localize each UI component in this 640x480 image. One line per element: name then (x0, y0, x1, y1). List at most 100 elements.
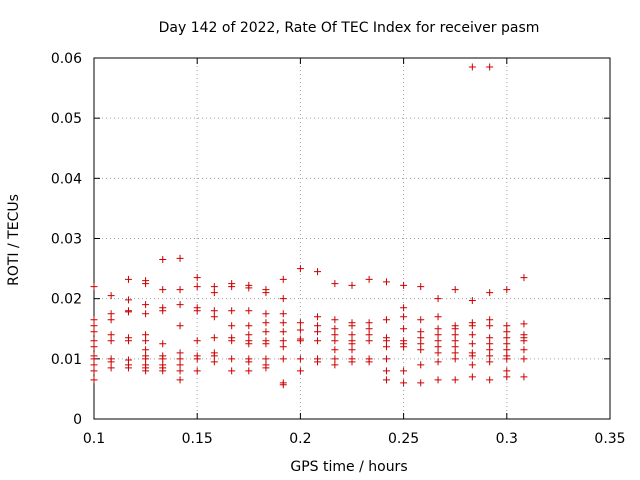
data-point (296, 355, 304, 363)
data-point (90, 376, 98, 384)
data-point (176, 361, 184, 369)
data-point (503, 334, 511, 342)
y-tick-label: 0.06 (51, 51, 82, 67)
data-point (210, 283, 218, 291)
data-point (262, 328, 270, 336)
data-point (142, 367, 150, 375)
data-point (279, 275, 287, 283)
data-point (296, 367, 304, 375)
data-point (400, 343, 408, 351)
data-point (228, 322, 236, 330)
data-point (279, 381, 287, 389)
data-point (382, 316, 390, 324)
data-point (176, 367, 184, 375)
data-point (365, 337, 373, 345)
data-point (382, 376, 390, 384)
data-point (159, 256, 167, 264)
data-point (90, 322, 98, 330)
data-point (193, 274, 201, 282)
data-point (193, 367, 201, 375)
data-point (142, 301, 150, 309)
data-point (365, 275, 373, 283)
data-point (417, 334, 425, 342)
data-point (468, 331, 476, 339)
data-point (228, 355, 236, 363)
data-point (124, 364, 132, 372)
data-point (228, 367, 236, 375)
data-point (468, 352, 476, 360)
data-point (159, 367, 167, 375)
data-point (193, 283, 201, 291)
data-point (434, 337, 442, 345)
x-axis-label: GPS time / hours (290, 459, 407, 475)
data-point (503, 322, 511, 330)
data-point (159, 355, 167, 363)
data-point (331, 331, 339, 339)
data-point (434, 325, 442, 333)
data-point (486, 63, 494, 71)
data-point (468, 373, 476, 381)
data-point (348, 346, 356, 354)
data-point (314, 358, 322, 366)
data-point (486, 358, 494, 366)
data-point (348, 358, 356, 366)
data-point (210, 313, 218, 321)
y-tick-label: 0 (73, 412, 82, 428)
data-point (142, 355, 150, 363)
data-point (296, 337, 304, 345)
data-point (296, 326, 304, 334)
data-point (90, 337, 98, 345)
data-point (279, 319, 287, 327)
data-point (382, 337, 390, 345)
data-point (210, 289, 218, 297)
data-point (486, 346, 494, 354)
data-point (503, 328, 511, 336)
data-point (348, 340, 356, 348)
data-point (262, 340, 270, 348)
data-point (90, 283, 98, 291)
data-point (107, 316, 115, 324)
data-point (451, 286, 459, 294)
data-point (124, 296, 132, 304)
data-point (451, 331, 459, 339)
data-point (451, 325, 459, 333)
data-point (348, 331, 356, 339)
data-point (296, 319, 304, 327)
data-point (262, 355, 270, 363)
data-point (124, 337, 132, 345)
data-point (400, 304, 408, 312)
data-point (228, 337, 236, 345)
data-point (107, 292, 115, 300)
data-point (90, 367, 98, 375)
data-point (279, 343, 287, 351)
data-point (279, 310, 287, 318)
data-point (417, 328, 425, 336)
data-point (520, 274, 528, 282)
data-point (520, 346, 528, 354)
data-point (400, 325, 408, 333)
data-point (245, 340, 253, 348)
data-point (434, 376, 442, 384)
data-point (331, 346, 339, 354)
data-point (176, 254, 184, 262)
data-point (451, 376, 459, 384)
data-point (486, 334, 494, 342)
data-point (451, 349, 459, 357)
data-point (314, 322, 322, 330)
data-point (382, 355, 390, 363)
data-point (468, 361, 476, 369)
x-tick-label: 0.35 (594, 431, 625, 447)
data-point (176, 286, 184, 294)
data-point (417, 379, 425, 387)
data-point (365, 358, 373, 366)
data-point (486, 340, 494, 348)
data-point (159, 286, 167, 294)
data-point (279, 328, 287, 336)
data-point (434, 313, 442, 321)
data-point (107, 364, 115, 372)
data-point (468, 322, 476, 330)
data-point (434, 343, 442, 351)
data-point (520, 355, 528, 363)
x-tick-label: 0.15 (182, 431, 213, 447)
